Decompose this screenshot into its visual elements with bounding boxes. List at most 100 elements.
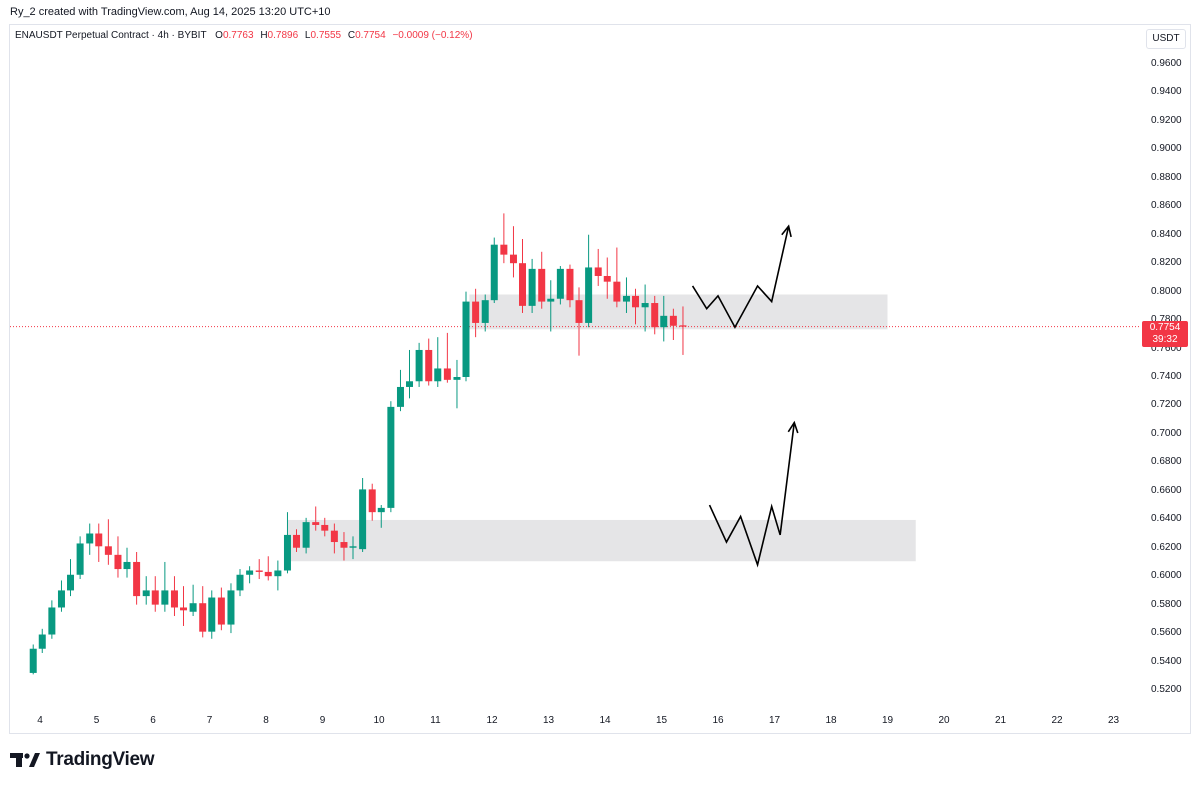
candle-body xyxy=(434,368,442,382)
candle-body xyxy=(566,268,574,301)
candle-body xyxy=(57,590,65,608)
chart-frame xyxy=(9,24,1191,734)
candle-body xyxy=(170,590,178,608)
candle-body xyxy=(632,295,640,308)
symbol-label[interactable]: ENAUSDT Perpetual Contract · 4h · BYBIT xyxy=(15,30,207,41)
candle-body xyxy=(509,254,517,264)
candle-body xyxy=(48,607,56,635)
y-tick-label: 0.8400 xyxy=(1151,228,1182,240)
x-tick-label: 9 xyxy=(319,715,326,726)
x-tick-label: 18 xyxy=(825,715,837,726)
low-value: 0.7555 xyxy=(310,30,342,41)
candle-body xyxy=(217,597,225,625)
candle-body xyxy=(462,301,470,377)
zone-rect-1 xyxy=(287,519,916,562)
y-tick-label: 0.9400 xyxy=(1151,86,1182,98)
y-tick-label: 0.9200 xyxy=(1151,114,1182,126)
x-tick-label: 17 xyxy=(768,715,781,726)
y-tick-label: 0.5200 xyxy=(1151,684,1182,695)
tradingview-brand[interactable]: TradingView xyxy=(10,749,155,771)
x-tick-label: 14 xyxy=(599,715,611,726)
candle-body xyxy=(312,522,320,525)
close-label: C xyxy=(347,30,356,41)
candle-body xyxy=(490,244,498,301)
candle-body xyxy=(340,542,348,548)
candle-body xyxy=(349,546,357,548)
y-tick-label: 0.7200 xyxy=(1151,399,1182,411)
currency-button[interactable]: USDT xyxy=(1146,29,1186,49)
candle-body xyxy=(133,561,141,597)
x-tick-label: 19 xyxy=(881,715,894,726)
x-tick-label: 10 xyxy=(373,715,385,726)
x-tick-label: 12 xyxy=(486,715,498,726)
candle-body xyxy=(95,533,103,547)
candle-body xyxy=(453,377,461,380)
y-tick-label: 0.7400 xyxy=(1151,371,1182,382)
y-tick-label: 0.5400 xyxy=(1151,655,1182,667)
y-tick-label: 0.9600 xyxy=(1151,58,1182,69)
candle-body xyxy=(246,570,254,575)
candle-body xyxy=(472,301,480,323)
y-tick-label: 0.7000 xyxy=(1151,427,1182,439)
candle-body xyxy=(293,534,301,548)
candle-body xyxy=(180,607,188,611)
change-value: −0.0009 (−0.12%) xyxy=(392,30,473,41)
candle-body xyxy=(255,570,263,572)
candle-body xyxy=(500,244,508,255)
x-tick-label: 4 xyxy=(37,715,43,726)
y-tick-label: 0.8600 xyxy=(1151,200,1182,212)
x-tick-label: 23 xyxy=(1107,715,1120,726)
candle-body xyxy=(302,522,310,548)
y-tick-label: 0.7800 xyxy=(1151,314,1182,326)
candle-body xyxy=(368,489,376,513)
candle-body xyxy=(594,267,602,276)
x-tick-label: 8 xyxy=(263,715,269,726)
open-value: 0.7763 xyxy=(222,30,254,41)
x-tick-label: 22 xyxy=(1051,715,1063,726)
attribution-text: Ry_2 created with TradingView.com, Aug 1… xyxy=(10,6,331,18)
y-tick-label: 0.5600 xyxy=(1151,627,1182,639)
last-price-value: 0.7754 xyxy=(1149,322,1181,333)
candle-body xyxy=(622,295,630,302)
x-tick-label: 16 xyxy=(712,715,724,726)
low-label: L xyxy=(304,30,311,41)
y-tick-label: 0.7600 xyxy=(1151,342,1182,354)
brand-name: TradingView xyxy=(46,749,155,770)
y-tick-label: 0.8200 xyxy=(1151,257,1182,269)
candle-body xyxy=(387,406,395,508)
close-value: 0.7754 xyxy=(355,30,386,41)
y-tick-label: 0.9000 xyxy=(1151,143,1182,155)
candle-body xyxy=(377,507,385,513)
y-tick-label: 0.6200 xyxy=(1151,541,1182,553)
candle-body xyxy=(603,275,611,282)
candle-body xyxy=(76,543,84,575)
candle-body xyxy=(114,554,122,570)
candle-body xyxy=(575,300,583,323)
candle-body xyxy=(547,298,555,302)
candle-body xyxy=(669,315,677,326)
candle-body xyxy=(425,349,433,382)
candle-body xyxy=(38,634,46,649)
high-label: H xyxy=(260,30,268,41)
candle-body xyxy=(538,268,546,302)
candle-body xyxy=(415,349,423,382)
projection-path-1 xyxy=(708,422,796,568)
open-label: O xyxy=(215,30,223,41)
x-tick-label: 13 xyxy=(542,715,555,726)
candle-body xyxy=(321,524,329,531)
candle-body xyxy=(481,300,489,323)
chart-legend: ENAUSDT Perpetual Contract · 4h · BYBIT … xyxy=(15,30,473,41)
candle-body xyxy=(142,590,150,597)
y-tick-label: 0.6800 xyxy=(1151,456,1182,468)
candle-body xyxy=(283,534,291,571)
projection-arrowhead-1 xyxy=(787,420,799,434)
candle-body xyxy=(67,574,75,591)
candle-body xyxy=(641,303,649,308)
candle-body xyxy=(330,530,338,543)
candle-body xyxy=(406,381,414,387)
candle-body xyxy=(651,303,659,328)
projection-path-0 xyxy=(691,226,790,329)
candle-body xyxy=(519,263,527,306)
projection-arrowhead-0 xyxy=(781,224,792,238)
